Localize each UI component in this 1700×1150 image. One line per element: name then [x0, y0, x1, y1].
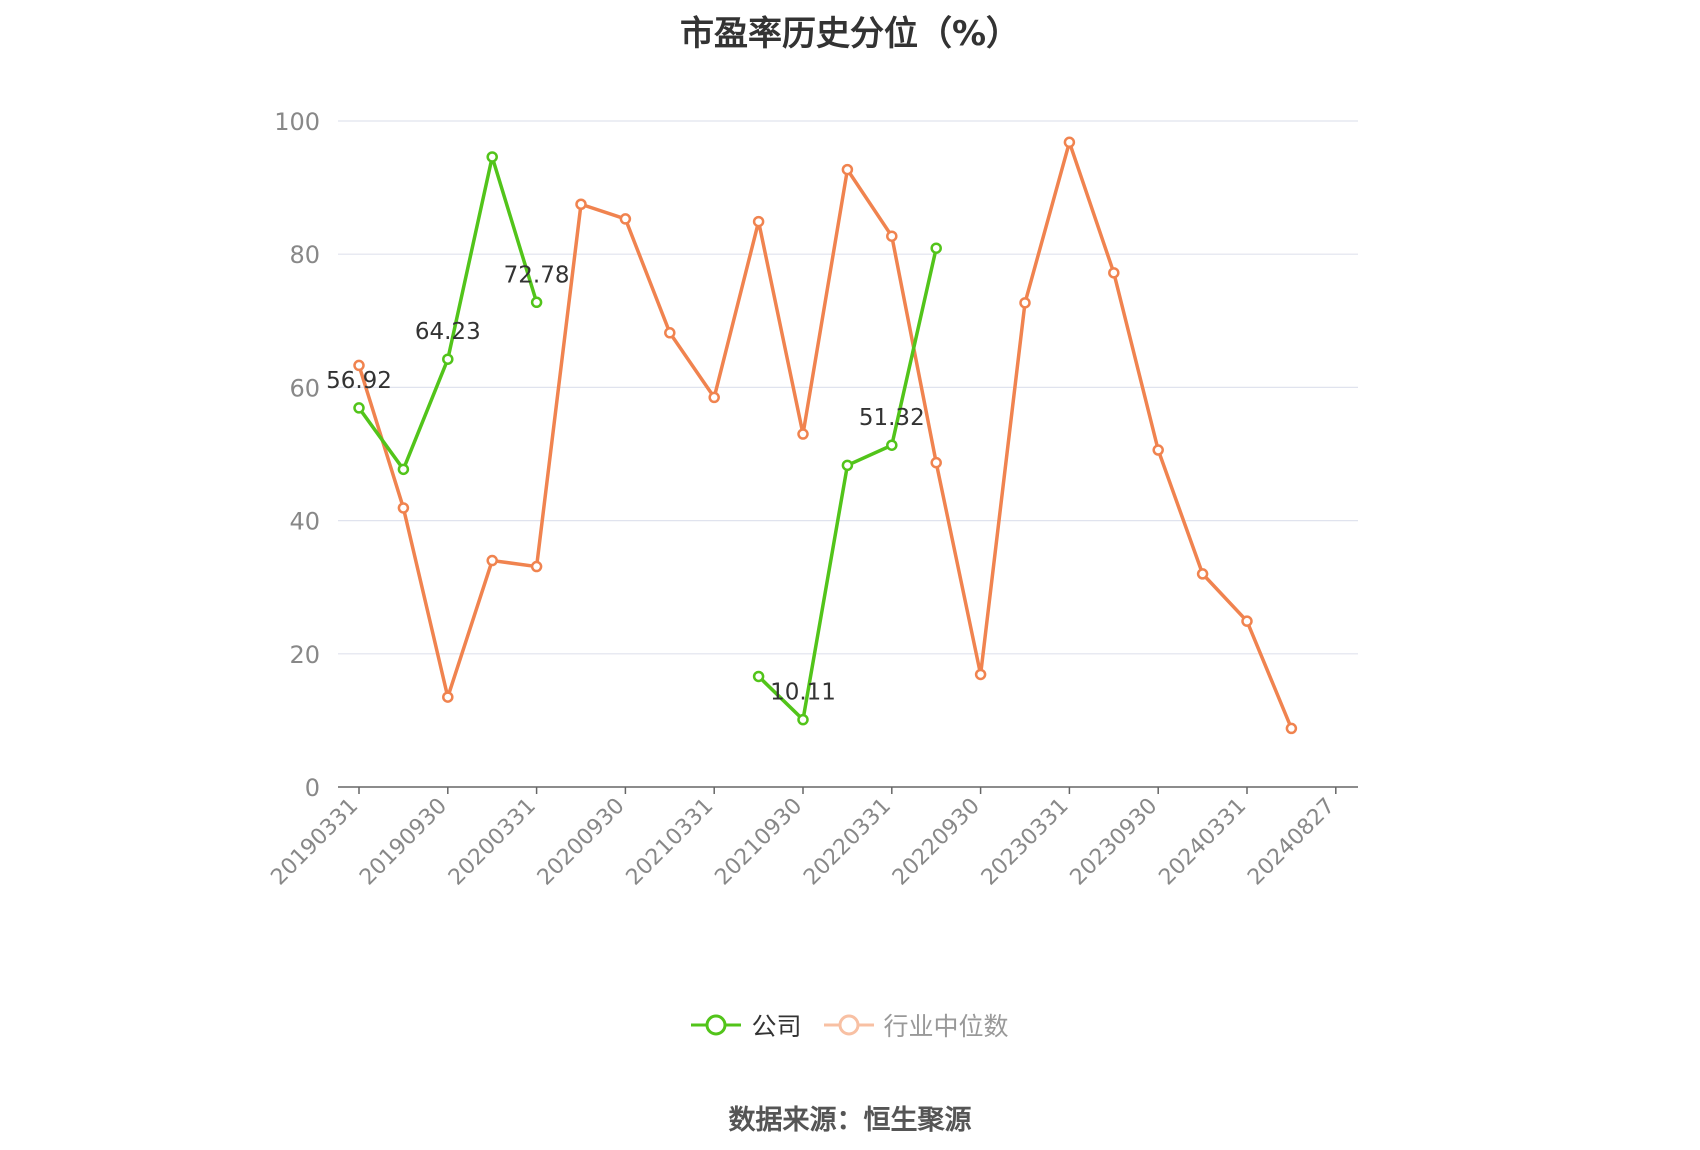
series-1-point-20230331 [1063, 136, 1076, 149]
series-1-point-20230630 [1108, 267, 1120, 279]
x-tick-label-20230331: 20230331 [977, 794, 1074, 891]
x-tick-label-20190331: 20190331 [266, 794, 363, 891]
series-1-point-20220331 [886, 230, 898, 242]
series-0-point-20210930 [797, 713, 809, 726]
data-label-20190930: 64.23 [415, 319, 481, 345]
x-tick-label-20240827: 20240827 [1243, 794, 1340, 891]
x-tick-label-20220331: 20220331 [799, 794, 896, 891]
series-lines [357, 140, 1294, 730]
series-0-line-0 [357, 155, 539, 472]
legend: 公司 行业中位数 [0, 1005, 1700, 1045]
series-1-line-0 [357, 140, 1294, 730]
x-tick-label-20220930: 20220930 [888, 794, 985, 891]
series-1-point-20231231 [1196, 568, 1209, 580]
data-label-20190331: 56.92 [326, 368, 392, 394]
series-1-point-20210630 [752, 215, 765, 228]
y-tick-label-0: 0 [305, 774, 320, 802]
y-tick-label-80: 80 [289, 241, 320, 269]
legend-item-industry-median[interactable]: 行业中位数 [823, 1007, 1009, 1043]
x-tick-label-20200331: 20200331 [444, 794, 541, 891]
axes: 0 20 40 60 80 100 2019033120190930202003312020… [266, 108, 1358, 890]
legend-company-label: 公司 [751, 1012, 802, 1041]
series-1-point-20220930 [974, 668, 987, 681]
series-0-point-20190331 [353, 402, 365, 414]
series-1-point-20240630 [1285, 722, 1298, 735]
series-0-point-20190630 [397, 463, 410, 476]
series-0-point-20220630 [930, 242, 942, 254]
series-1-point-20210331 [708, 391, 720, 404]
series-1-point-20210930 [797, 428, 809, 440]
series-0-point-20211231 [841, 459, 854, 472]
chart-title: 市盈率历史分位（%） [679, 14, 1021, 54]
legend-industry-label: 行业中位数 [883, 1012, 1009, 1041]
series-points [353, 136, 1298, 735]
line-chart: 0 20 40 60 80 100 2019033120190930202003312020… [266, 108, 1358, 890]
grid-lines [338, 120, 1358, 655]
data-source: 数据来源：恒生聚源 [728, 1105, 972, 1136]
legend-company-marker [691, 1014, 742, 1036]
x-tick-label-20190930: 20190930 [355, 794, 452, 891]
series-1-point-20211231 [841, 163, 854, 176]
y-tick-label-20: 20 [289, 641, 320, 669]
series-1-point-20200930 [619, 213, 632, 225]
series-1-point-20200331 [530, 560, 543, 573]
data-label-20210930: 10.11 [770, 680, 836, 706]
data-labels: 56.92 64.23 72.78 10.11 51.32 [326, 262, 925, 705]
series-1-point-20240331 [1241, 615, 1253, 627]
series-1-point-20190630 [397, 502, 410, 514]
series-0-point-20191231 [486, 151, 498, 163]
series-1-point-20191231 [486, 554, 498, 567]
x-tick-label-20240331: 20240331 [1154, 794, 1251, 891]
x-tick-label-20200930: 20200930 [533, 794, 630, 891]
series-1-point-20201231 [664, 327, 676, 339]
series-0-point-20200331 [530, 296, 543, 309]
legend-industry-marker [823, 1014, 874, 1036]
data-label-20220331: 51.32 [859, 405, 925, 431]
x-tick-label-20230930: 20230930 [1066, 794, 1163, 891]
series-1-point-20190930 [442, 691, 454, 703]
series-1-point-20190331 [353, 359, 365, 372]
series-1-point-20200630 [575, 198, 587, 210]
series-0-point-20190930 [442, 353, 454, 365]
legend-item-company[interactable]: 公司 [691, 1007, 802, 1043]
series-1-point-20220630 [930, 456, 942, 469]
y-tick-label-40: 40 [289, 508, 320, 536]
y-tick-label-100: 100 [274, 108, 320, 136]
series-1-point-20230930 [1152, 444, 1164, 456]
series-1-point-20221231 [1019, 297, 1031, 309]
series-0-point-20220331 [886, 439, 898, 451]
x-tick-label-20210930: 20210930 [710, 794, 807, 891]
x-tick-label-20210331: 20210331 [622, 794, 719, 891]
series-0-point-20210630 [752, 670, 765, 683]
data-label-20200331: 72.78 [504, 262, 570, 288]
y-tick-label-60: 60 [289, 374, 320, 402]
